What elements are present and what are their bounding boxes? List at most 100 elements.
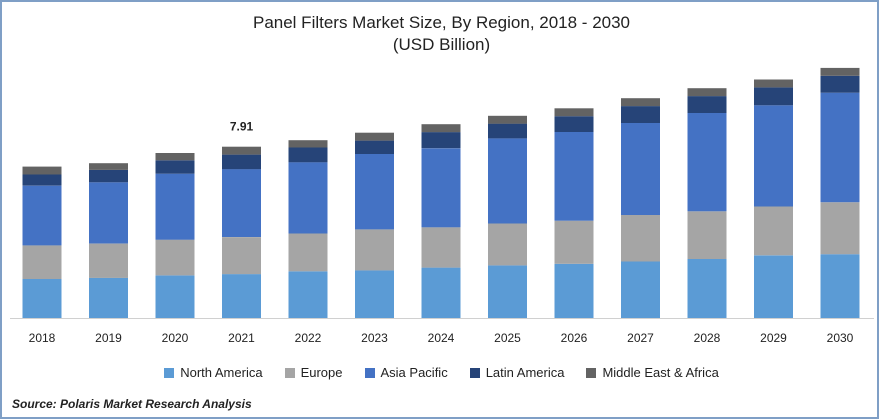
bar-latin-america-2018 [22,174,62,186]
bar-latin-america-2026 [554,116,594,132]
bar-middle-east-africa-2027 [621,98,660,107]
bar-latin-america-2025 [488,123,527,139]
bar-middle-east-africa-2030 [820,67,860,76]
bar-north-america-2024 [421,267,461,318]
bar-north-america-2027 [621,261,660,318]
bar-asia-pacific-2030 [820,92,860,203]
bar-asia-pacific-2022 [288,162,328,234]
bar-middle-east-africa-2018 [22,166,62,175]
bar-latin-america-2027 [621,106,660,123]
bar-asia-pacific-2018 [22,185,62,246]
legend-label: Latin America [485,365,565,380]
legend-label: Europe [300,365,343,380]
bar-middle-east-africa-2025 [488,115,527,124]
legend-swatch [586,367,597,378]
bar-europe-2021 [222,237,261,275]
x-tick-label: 2022 [295,331,322,345]
legend-swatch [284,367,295,378]
bar-latin-america-2023 [355,140,394,154]
bar-north-america-2029 [754,255,793,318]
x-tick-label: 2020 [162,331,189,345]
bar-asia-pacific-2020 [155,173,195,240]
chart-title: Panel Filters Market Size, By Region, 20… [252,13,631,32]
bar-north-america-2020 [155,275,195,318]
bar-europe-2023 [355,229,394,271]
x-tick-label: 2029 [760,331,787,345]
bar-north-america-2023 [355,270,394,318]
bar-asia-pacific-2027 [621,123,660,215]
bar-europe-2026 [554,220,594,264]
x-tick-label: 2027 [627,331,654,345]
bar-europe-2028 [687,211,727,259]
bar-middle-east-africa-2020 [155,153,195,161]
bar-asia-pacific-2019 [89,182,128,244]
bar-north-america-2018 [22,279,62,318]
legend-item-asia-pacific: Asia Pacific [364,365,448,380]
bar-middle-east-africa-2023 [355,132,394,141]
bar-latin-america-2028 [687,96,727,113]
bar-north-america-2030 [820,254,860,318]
bar-latin-america-2021 [222,154,261,170]
x-tick-label: 2024 [428,331,455,345]
bar-asia-pacific-2026 [554,131,594,221]
legend-item-middle-east-africa: Middle East & Africa [586,365,719,380]
bar-north-america-2025 [488,265,527,318]
bar-middle-east-africa-2029 [754,79,793,88]
legend-item-north-america: North America [164,365,263,380]
bar-asia-pacific-2024 [421,148,461,228]
bar-europe-2024 [421,227,461,268]
bar-middle-east-africa-2019 [89,163,128,170]
chart-subtitle: (USD Billion) [392,35,491,54]
bar-middle-east-africa-2024 [421,124,461,133]
bar-europe-2022 [288,233,328,272]
x-tick-label: 2025 [494,331,521,345]
bar-latin-america-2030 [820,75,860,93]
bar-middle-east-africa-2028 [687,88,727,97]
legend-swatch [164,367,175,378]
bar-north-america-2019 [89,277,128,318]
bar-latin-america-2019 [89,169,128,183]
bar-europe-2025 [488,223,527,266]
bar-europe-2027 [621,215,660,262]
chart-legend: North America Europe Asia Pacific Latin Ame… [2,365,879,380]
legend-label: North America [180,365,263,380]
bar-asia-pacific-2021 [222,169,261,237]
x-tick-label: 2030 [827,331,854,345]
bar-latin-america-2029 [754,87,793,106]
bar-asia-pacific-2025 [488,138,527,224]
source-note: Source: Polaris Market Research Analysis [12,397,252,411]
legend-swatch [469,367,480,378]
bar-north-america-2022 [288,271,328,318]
x-tick-label: 2028 [694,331,721,345]
bar-asia-pacific-2029 [754,105,793,207]
bar-latin-america-2024 [421,132,461,149]
x-tick-label: 2019 [95,331,122,345]
legend-label: Middle East & Africa [602,365,719,380]
bar-middle-east-africa-2022 [288,140,328,148]
legend-swatch [364,367,375,378]
bar-north-america-2026 [554,263,594,318]
bar-chart: 2018 2019 2020 2021 7.91 2022 2023 2024 2025 2026… [10,67,874,345]
bar-middle-east-africa-2021 [222,146,261,155]
bar-europe-2018 [22,245,62,279]
bar-middle-east-africa-2026 [554,108,594,117]
bar-asia-pacific-2023 [355,154,394,230]
bar-europe-2030 [820,202,860,255]
bar-latin-america-2020 [155,160,195,174]
bar-north-america-2028 [687,258,727,318]
legend-label: Asia Pacific [380,365,448,380]
bar-latin-america-2022 [288,147,328,163]
x-tick-label: 2026 [561,331,588,345]
bar-asia-pacific-2028 [687,113,727,212]
legend-item-latin-america: Latin America [469,365,565,380]
legend-item-europe: Europe [284,365,343,380]
bar-europe-2020 [155,239,195,276]
bar-north-america-2021 [222,274,261,318]
x-tick-label: 2021 [228,331,255,345]
bar-europe-2029 [754,206,793,256]
bar-europe-2019 [89,243,128,278]
data-label-2021: 7.91 [230,120,254,134]
x-tick-label: 2023 [361,331,388,345]
x-tick-label: 2018 [29,331,56,345]
